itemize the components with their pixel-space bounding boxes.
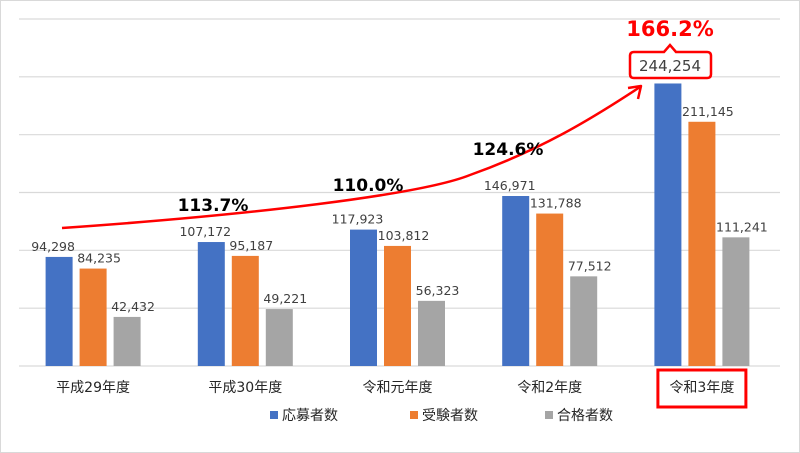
data-label: 131,788 (530, 196, 582, 211)
bar (231, 255, 259, 366)
legend-label: 応募者数 (282, 408, 338, 424)
growth-label: 110.0% (333, 176, 404, 196)
bar (45, 256, 73, 366)
data-label: 117,923 (332, 212, 384, 227)
bar (350, 229, 377, 366)
growth-label: 113.7% (178, 196, 249, 216)
arrow-head-icon (627, 84, 643, 100)
legend-label: 合格者数 (557, 408, 613, 424)
highlight-growth-label: 166.2% (626, 17, 713, 41)
x-axis-label: 令和元年度 (363, 380, 433, 396)
data-label: 146,971 (484, 178, 536, 193)
data-label: 94,298 (31, 239, 75, 254)
x-axis-labels: 平成29年度 平成30年度 令和元年度 令和2年度 令和3年度 (56, 380, 734, 396)
highlight-callout (628, 43, 713, 80)
data-label: 111,241 (716, 219, 768, 234)
x-axis-label: 平成30年度 (208, 380, 282, 396)
trend-arrow (61, 85, 641, 230)
bar (79, 268, 107, 366)
legend-swatch-blue (270, 411, 278, 419)
legend: 応募者数 受験者数 合格者数 (0, 405, 800, 427)
bars (45, 83, 750, 366)
data-label: 107,172 (179, 224, 231, 239)
x-axis-label: 令和3年度 (669, 380, 734, 396)
data-label: 211,145 (682, 104, 734, 119)
bar (418, 300, 445, 366)
data-label: 84,235 (77, 251, 121, 266)
bar (384, 245, 411, 366)
legend-label: 受験者数 (422, 408, 478, 424)
bar (570, 276, 598, 366)
highlight-value: 244,254 (639, 57, 701, 75)
data-label: 49,221 (263, 291, 307, 306)
bar (197, 242, 225, 366)
data-label: 42,432 (111, 299, 155, 314)
growth-annotations: 113.7% 110.0% 124.6% 244,254 166.2% (61, 17, 748, 409)
legend-item-applicants: 応募者数 (270, 405, 338, 425)
data-label: 103,812 (378, 228, 430, 243)
bar (536, 213, 564, 366)
x-axis-label: 令和2年度 (517, 380, 582, 396)
data-label: 95,187 (229, 238, 273, 253)
bar (722, 237, 750, 366)
legend-swatch-gray (545, 411, 553, 419)
bar (265, 309, 293, 366)
data-label: 77,512 (568, 258, 612, 273)
bar (654, 83, 682, 366)
growth-label: 124.6% (473, 140, 544, 160)
bar (113, 316, 141, 366)
bar (688, 121, 716, 366)
bar (502, 196, 530, 366)
highlight-category-box (656, 368, 748, 409)
data-label: 56,323 (416, 283, 460, 298)
legend-swatch-orange (410, 411, 418, 419)
x-axis-label: 平成29年度 (56, 380, 130, 396)
legend-item-passers: 合格者数 (545, 405, 613, 425)
legend-item-examinees: 受験者数 (410, 405, 478, 425)
